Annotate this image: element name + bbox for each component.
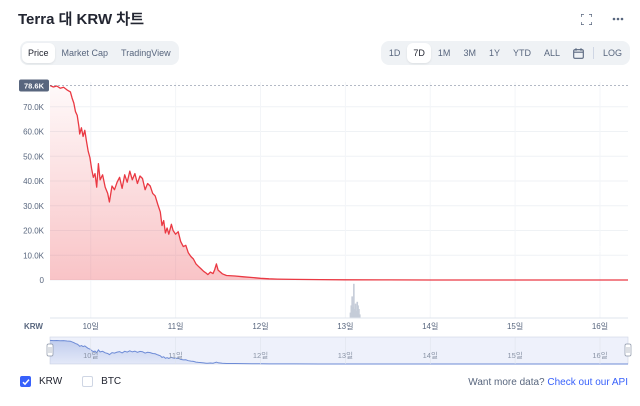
x-tick-label: 15일 xyxy=(507,322,523,331)
volume-bar xyxy=(349,312,352,318)
range-3m[interactable]: 3M xyxy=(463,48,476,58)
volume-bar xyxy=(351,296,353,318)
volume-bar xyxy=(352,307,354,318)
y-tick-label: 10.0K xyxy=(23,251,45,260)
tab-price[interactable]: Price xyxy=(22,43,55,63)
current-price-label: 78.6K xyxy=(24,81,45,90)
navigator-tick-label: 16일 xyxy=(592,351,607,360)
y-tick-label: 50.0K xyxy=(23,152,45,161)
chart-type-tabs: Price Market Cap TradingView xyxy=(20,41,179,65)
watermark-logo-icon xyxy=(531,241,545,255)
volume-bar xyxy=(354,303,357,318)
axis-unit-label: KRW xyxy=(24,322,43,331)
navigator-tick-label: 11일 xyxy=(168,351,183,360)
chart-legend: KRW BTC xyxy=(20,376,133,387)
navigator-tick-label: 12일 xyxy=(253,351,268,360)
navigator-tick-label: 10일 xyxy=(83,351,98,360)
x-tick-label: 13일 xyxy=(337,322,353,331)
watermark-text: CoinMarketCap xyxy=(546,243,627,255)
more-dots-icon[interactable] xyxy=(610,11,626,27)
range-tabs: 1D 7D 1M 3M 1Y YTD ALL LOG xyxy=(380,41,630,65)
navigator-tick-label: 14일 xyxy=(423,351,438,360)
range-1d[interactable]: 1D xyxy=(388,48,401,58)
y-tick-label: 40.0K xyxy=(23,177,45,186)
chart-actions xyxy=(578,11,626,27)
volume-bar xyxy=(355,310,358,318)
legend-btc-label: BTC xyxy=(101,376,122,387)
volume-bar xyxy=(357,305,359,318)
volume-bar xyxy=(353,309,356,318)
volume-bar xyxy=(350,305,353,318)
x-tick-label: 12일 xyxy=(252,322,268,331)
range-divider xyxy=(592,47,594,59)
range-all[interactable]: ALL xyxy=(543,48,560,58)
navigator-line xyxy=(49,339,628,365)
legend-krw-checkbox[interactable] xyxy=(20,376,31,387)
volume-bar xyxy=(353,283,355,318)
x-tick-label: 14일 xyxy=(422,322,438,331)
navigator-area xyxy=(50,340,628,364)
handle-grip xyxy=(46,343,54,357)
range-ytd[interactable]: YTD xyxy=(512,48,531,58)
navigator-tick-label: 13일 xyxy=(338,351,353,360)
volume-bar xyxy=(358,309,360,318)
api-promo-text: Want more data? xyxy=(468,377,545,388)
range-1m[interactable]: 1M xyxy=(437,48,451,58)
api-promo: Want more data? Check out our API xyxy=(468,377,628,388)
y-tick-label: 30.0K xyxy=(23,202,45,211)
calendar-icon[interactable] xyxy=(567,43,590,63)
chart-title: Terra 대 KRW 차트 xyxy=(18,11,144,28)
range-1y[interactable]: 1Y xyxy=(488,48,500,58)
navigator-right-handle[interactable] xyxy=(624,343,632,357)
api-link[interactable]: Check out our API xyxy=(547,377,628,388)
y-tick-label: 70.0K xyxy=(23,103,45,112)
price-line xyxy=(49,84,628,281)
navigator-tick-label: 15일 xyxy=(507,351,522,360)
x-tick-label: 10일 xyxy=(83,322,99,331)
price-chart: CoinMarketCap 0 10.0K 20.0K 30.0K 40.0K 50.0K… xyxy=(19,79,632,365)
volume-bar xyxy=(358,314,361,318)
y-tick-label: 0 xyxy=(40,276,45,285)
price-area-fill xyxy=(50,85,628,280)
fullscreen-icon[interactable] xyxy=(578,11,594,27)
legend-btc-checkbox[interactable] xyxy=(82,376,94,387)
range-7d[interactable]: 7D xyxy=(407,43,431,63)
volume-bar xyxy=(356,301,359,318)
tab-market-cap[interactable]: Market Cap xyxy=(61,48,109,58)
tab-tradingview[interactable]: TradingView xyxy=(121,48,171,58)
legend-krw-label: KRW xyxy=(39,376,63,387)
y-tick-label: 60.0K xyxy=(23,128,45,137)
handle-grip xyxy=(624,343,632,357)
navigator-left-handle[interactable] xyxy=(46,343,54,357)
current-price-badge xyxy=(19,79,49,92)
x-tick-label: 16일 xyxy=(592,322,608,331)
x-tick-label: 11일 xyxy=(168,322,184,331)
y-tick-label: 20.0K xyxy=(23,227,45,236)
log-toggle[interactable]: LOG xyxy=(602,48,622,58)
